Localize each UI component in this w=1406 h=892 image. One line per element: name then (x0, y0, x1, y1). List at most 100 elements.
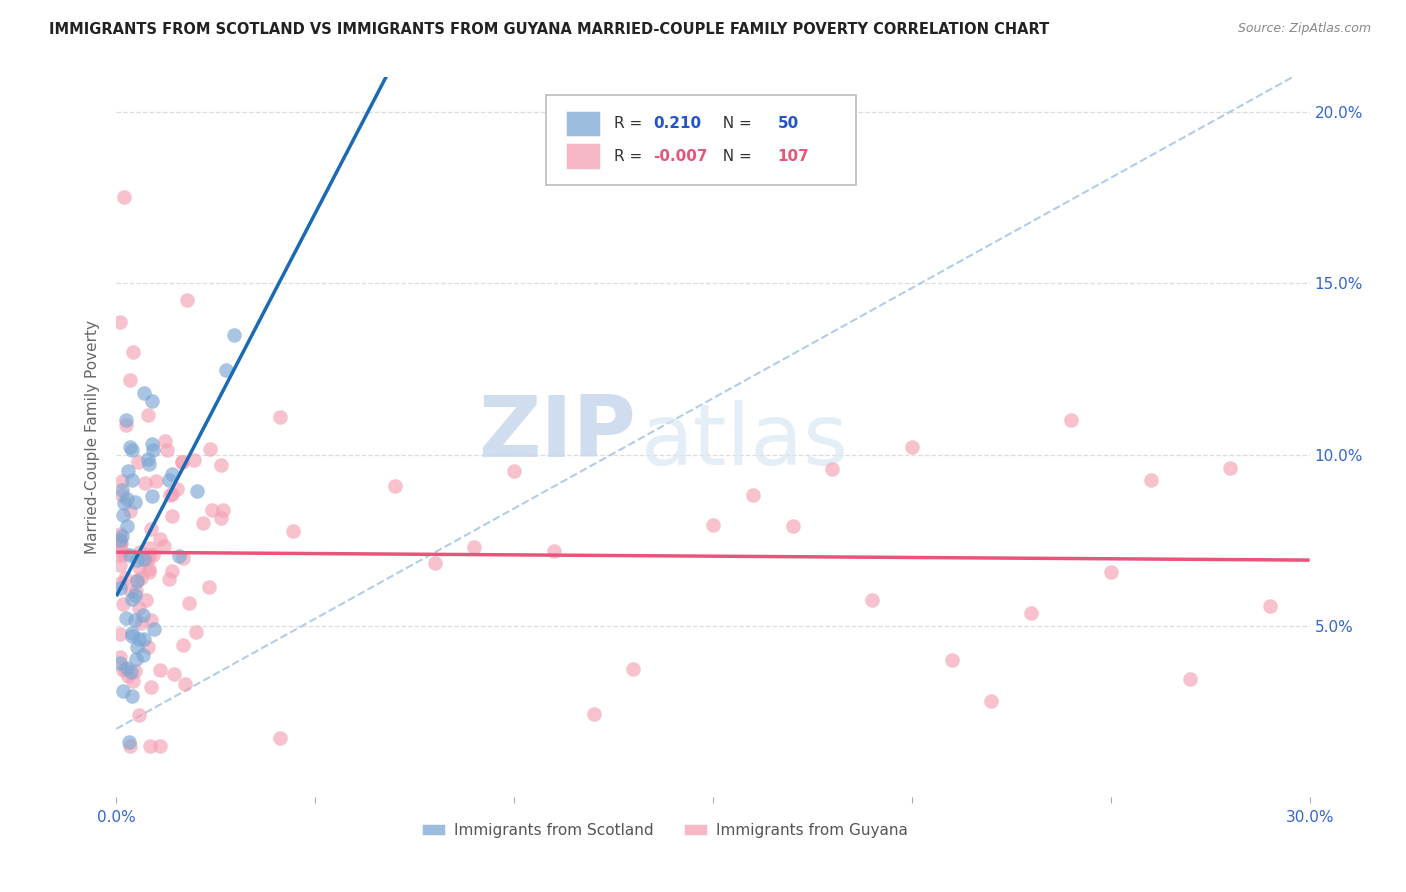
Point (139, 680, 162, 694)
Point (1139, 473, 1161, 487)
Point (124, 613, 146, 627)
Point (121, 592, 143, 607)
Point (136, 408, 159, 422)
Point (114, 547, 136, 561)
Point (463, 540, 485, 554)
Point (110, 538, 132, 552)
Point (128, 600, 150, 615)
Point (110, 558, 132, 573)
Point (121, 344, 143, 359)
Point (139, 739, 162, 753)
Point (110, 537, 132, 551)
Point (142, 548, 165, 562)
Point (212, 503, 235, 517)
Point (157, 573, 180, 587)
Point (167, 549, 190, 564)
Point (170, 454, 193, 468)
Point (110, 533, 132, 547)
Point (155, 442, 177, 457)
Point (149, 739, 172, 753)
Point (209, 458, 232, 472)
Point (110, 657, 132, 671)
Point (115, 661, 138, 675)
Point (132, 385, 155, 400)
Point (114, 413, 136, 427)
Text: 50: 50 (778, 117, 799, 131)
Point (142, 622, 165, 636)
Point (114, 571, 136, 585)
Point (201, 502, 224, 516)
Point (138, 452, 160, 467)
Point (118, 739, 141, 753)
Point (110, 627, 132, 641)
Point (1060, 412, 1083, 426)
Point (152, 539, 174, 553)
Point (120, 548, 142, 562)
Point (127, 553, 149, 567)
Point (110, 533, 132, 548)
Point (118, 735, 141, 749)
Point (120, 440, 142, 454)
Text: Source: ZipAtlas.com: Source: ZipAtlas.com (1237, 22, 1371, 36)
Point (215, 362, 238, 376)
Point (172, 638, 194, 652)
Legend: Immigrants from Scotland, Immigrants from Guyana: Immigrants from Scotland, Immigrants fro… (416, 816, 914, 844)
Point (111, 483, 134, 497)
Point (141, 489, 163, 503)
Point (1019, 606, 1042, 620)
Text: N =: N = (713, 149, 756, 164)
Point (142, 442, 165, 457)
Point (183, 453, 205, 467)
Point (193, 516, 215, 530)
Point (138, 548, 160, 562)
Point (163, 667, 186, 681)
Point (173, 676, 195, 690)
Point (166, 482, 188, 496)
Point (269, 409, 291, 424)
Point (124, 588, 146, 602)
Point (111, 488, 134, 502)
Point (112, 684, 135, 698)
Text: IMMIGRANTS FROM SCOTLAND VS IMMIGRANTS FROM GUYANA MARRIED-COUPLE FAMILY POVERTY: IMMIGRANTS FROM SCOTLAND VS IMMIGRANTS F… (49, 22, 1049, 37)
Point (198, 442, 221, 456)
Point (111, 529, 134, 543)
Text: atlas: atlas (641, 400, 849, 483)
Point (121, 474, 143, 488)
Point (128, 632, 150, 647)
FancyBboxPatch shape (567, 111, 599, 136)
Text: -0.007: -0.007 (654, 149, 707, 164)
Point (135, 592, 157, 607)
Point (125, 584, 148, 599)
Point (162, 467, 184, 482)
Point (980, 694, 1002, 708)
Text: ZIP: ZIP (478, 392, 636, 475)
Point (115, 518, 138, 533)
Point (155, 434, 177, 448)
Point (141, 394, 163, 409)
Point (269, 731, 291, 745)
Point (160, 564, 183, 578)
Point (117, 668, 139, 682)
Point (149, 663, 172, 677)
Point (136, 551, 159, 566)
Point (110, 315, 132, 329)
Point (423, 557, 446, 571)
Point (120, 584, 142, 599)
Point (124, 664, 146, 678)
Point (110, 544, 132, 558)
Point (124, 651, 146, 665)
Point (1099, 565, 1122, 579)
Point (160, 508, 183, 523)
Point (1180, 673, 1202, 687)
Point (114, 662, 136, 676)
FancyBboxPatch shape (546, 95, 856, 186)
Point (157, 473, 180, 487)
Point (186, 483, 208, 498)
Point (112, 508, 135, 522)
Point (176, 293, 198, 308)
Point (127, 455, 149, 469)
Point (128, 560, 150, 574)
Point (110, 548, 132, 562)
Point (115, 492, 138, 507)
Point (110, 649, 132, 664)
